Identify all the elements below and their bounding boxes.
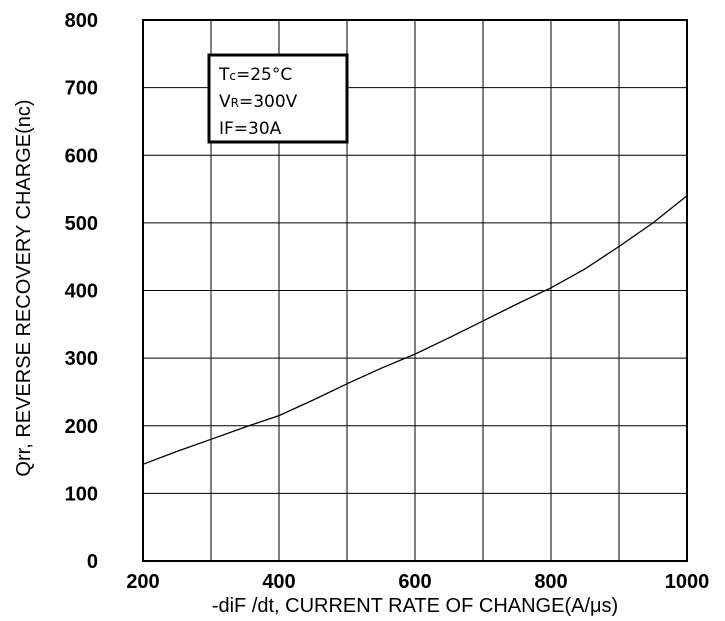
- y-tick-label: 100: [65, 483, 98, 505]
- y-tick-label: 700: [65, 78, 98, 100]
- y-tick-label: 0: [87, 551, 98, 573]
- x-tick-label: 800: [534, 571, 567, 593]
- y-tick-label: 600: [65, 145, 98, 167]
- x-tick-label: 200: [126, 571, 159, 593]
- tick-labels: 200 400 600 800 1000 0 100 200 300 400 500 600 700 80…: [65, 10, 710, 593]
- conditions-box: Tc=25°C VR=300V IF=30A: [207, 53, 349, 144]
- plot-frame: [142, 19, 688, 562]
- y-tick-label: 500: [65, 213, 98, 235]
- y-tick-label: 200: [65, 416, 98, 438]
- x-tick-label: 600: [398, 571, 431, 593]
- x-tick-label: 400: [262, 571, 295, 593]
- y-tick-label: 300: [65, 348, 98, 370]
- series-layer: [142, 195, 688, 465]
- series-line: [142, 195, 688, 465]
- condition-vr: VR=300V: [219, 92, 298, 112]
- y-tick-label: 400: [65, 281, 98, 303]
- grid: [143, 20, 687, 561]
- y-tick-label: 800: [65, 10, 98, 32]
- x-tick-label: 1000: [665, 571, 710, 593]
- y-axis-label: Qrr, REVERSE RECOVERY CHARGE(nc): [13, 99, 35, 476]
- condition-tc: Tc=25°C: [218, 65, 292, 85]
- x-axis-label: -diF /dt, CURRENT RATE OF CHANGE(A/μs): [212, 595, 618, 617]
- condition-if: IF=30A: [219, 119, 282, 139]
